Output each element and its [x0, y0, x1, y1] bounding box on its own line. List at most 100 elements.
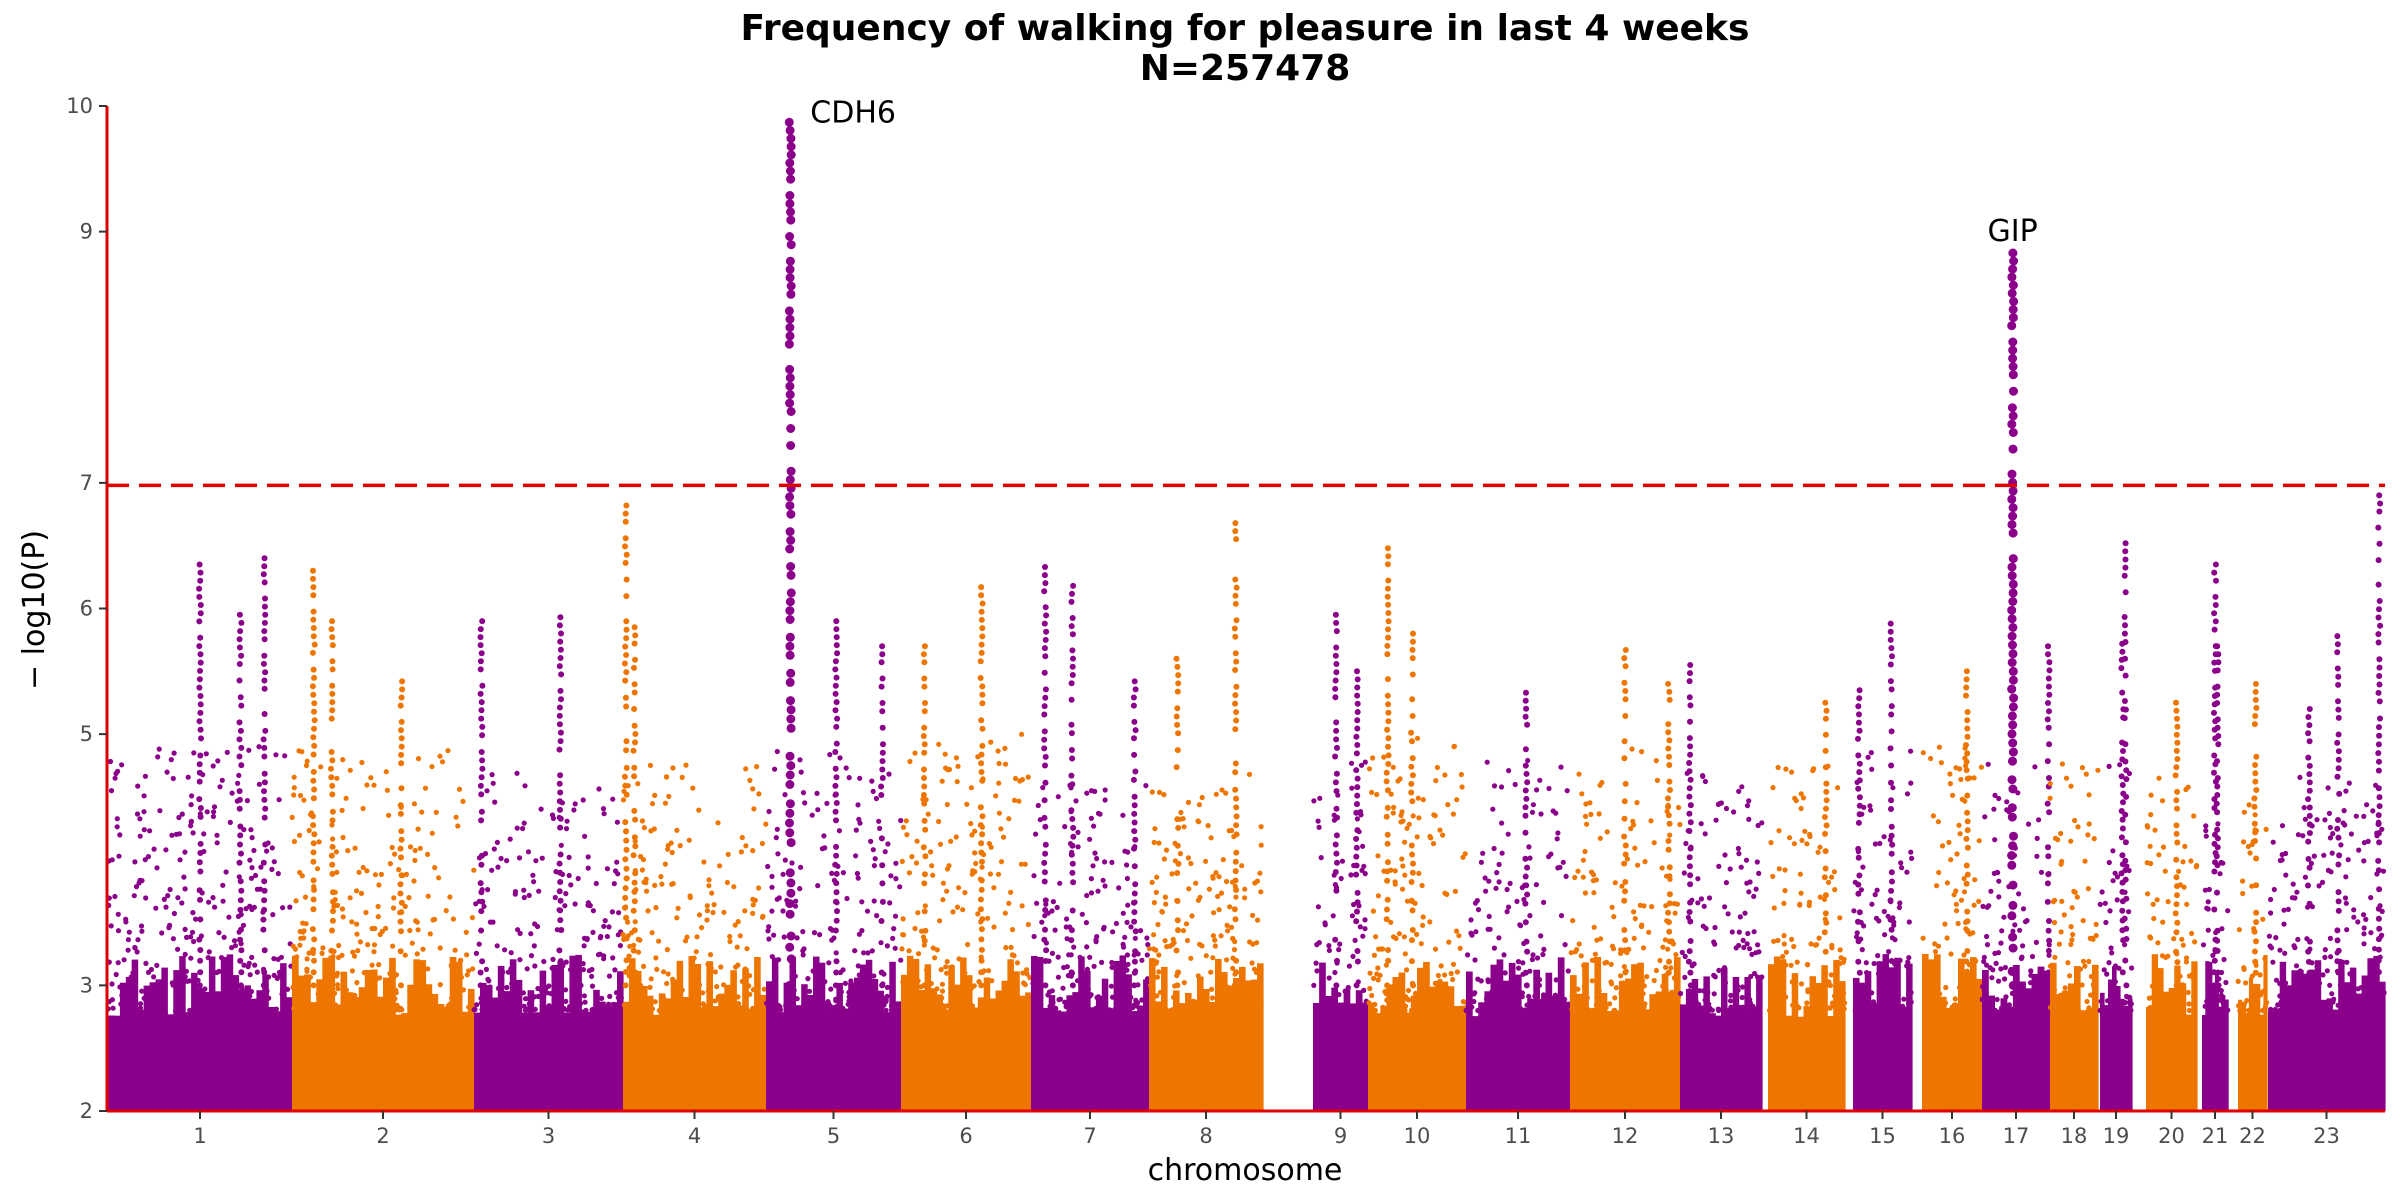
snp-point: [1090, 863, 1096, 869]
snp-point: [137, 816, 143, 822]
snp-point: [1999, 928, 2005, 934]
snp-point: [737, 933, 743, 939]
snp-point: [598, 933, 604, 940]
snp-point: [620, 797, 627, 803]
snp-point: [843, 765, 849, 771]
snp-point: [245, 964, 251, 970]
snp-point: [1986, 1007, 1992, 1013]
peak-point: [632, 969, 639, 976]
peak-point: [1822, 892, 1829, 899]
peak-point: [1385, 957, 1392, 964]
chromosome-17-dense-band: [1982, 969, 1989, 1111]
snp-point: [581, 993, 588, 999]
peak-point: [784, 339, 794, 349]
snp-point: [456, 1006, 462, 1012]
peak-point: [1069, 860, 1076, 867]
chromosome-2-dense-band: [443, 1006, 451, 1111]
snp-point: [887, 900, 893, 906]
snp-point: [1789, 979, 1795, 985]
snp-point: [1892, 937, 1898, 943]
snp-point: [1339, 858, 1346, 864]
snp-point: [2067, 973, 2073, 979]
snp-point: [235, 1001, 241, 1008]
snp-point: [2038, 869, 2045, 875]
peak-point: [1855, 785, 1862, 792]
peak-point: [1964, 792, 1971, 799]
snp-point: [1583, 801, 1589, 807]
snp-point: [1151, 932, 1157, 938]
snp-point: [1961, 952, 1967, 958]
snp-point: [756, 791, 762, 797]
snp-point: [2009, 990, 2015, 997]
peak-point: [398, 872, 405, 879]
snp-point: [856, 816, 862, 823]
snp-point: [1546, 785, 1552, 792]
snp-point: [798, 769, 804, 775]
peak-point: [1383, 778, 1390, 785]
snp-point: [1593, 877, 1599, 883]
peak-point: [1041, 869, 1048, 876]
snp-point: [1589, 978, 1595, 984]
peak-point: [1041, 859, 1048, 866]
peak-point: [2174, 839, 2181, 846]
peak-point: [1069, 982, 1076, 989]
snp-point: [1239, 863, 1245, 869]
snp-point: [302, 894, 309, 900]
peak-point: [622, 856, 629, 863]
chromosome-19-dense-band: [2104, 1005, 2109, 1111]
snp-point: [964, 1007, 970, 1013]
snp-point: [1095, 810, 1102, 817]
snp-point: [692, 993, 698, 1000]
snp-point: [1880, 979, 1886, 985]
snp-point: [797, 886, 803, 892]
snp-point: [937, 918, 943, 924]
peak-point: [398, 735, 405, 742]
peak-point: [2046, 809, 2053, 816]
snp-point: [304, 968, 310, 974]
snp-point: [282, 753, 288, 759]
snp-point: [494, 943, 500, 949]
snp-point: [1020, 970, 1026, 976]
peak-point: [2008, 675, 2018, 685]
peak-point: [2251, 803, 2258, 810]
snp-point: [1864, 970, 1870, 976]
peak-point: [1231, 906, 1238, 913]
snp-point: [904, 832, 910, 838]
snp-point: [1686, 988, 1692, 994]
peak-point: [2045, 947, 2052, 954]
snp-point: [909, 854, 915, 860]
snp-point: [2247, 850, 2253, 856]
snp-point: [1804, 841, 1810, 847]
snp-point: [415, 756, 422, 762]
chromosome-8-dense-band: [1161, 966, 1168, 1111]
peak-point: [1332, 779, 1339, 786]
peak-point: [1132, 928, 1139, 935]
peak-point: [197, 916, 204, 923]
snp-point: [171, 750, 177, 756]
chromosome-9-dense-band: [1361, 1002, 1369, 1111]
snp-point: [688, 1006, 694, 1012]
peak-point: [1041, 878, 1048, 885]
snp-point: [582, 833, 588, 839]
snp-point: [1088, 815, 1094, 821]
snp-point: [1110, 929, 1116, 935]
snp-point: [1430, 841, 1437, 847]
peak-point: [2009, 831, 2018, 841]
snp-point: [1639, 981, 1645, 987]
snp-point: [1972, 978, 1978, 984]
snp-point: [677, 1007, 683, 1014]
peak-point: [1408, 729, 1415, 736]
snp-point: [1181, 980, 1187, 986]
snp-point: [1075, 829, 1081, 836]
snp-point: [544, 990, 550, 996]
snp-point: [803, 995, 809, 1001]
snp-point: [1840, 959, 1846, 965]
snp-point: [109, 857, 115, 863]
chromosome-3-dense-band: [557, 961, 564, 1111]
snp-point: [1783, 994, 1789, 1000]
snp-point: [2188, 858, 2194, 864]
chromosome-8-dense-band: [1227, 985, 1234, 1111]
snp-point: [414, 999, 420, 1005]
snp-point: [1623, 994, 1630, 1000]
snp-point: [1661, 1006, 1667, 1012]
